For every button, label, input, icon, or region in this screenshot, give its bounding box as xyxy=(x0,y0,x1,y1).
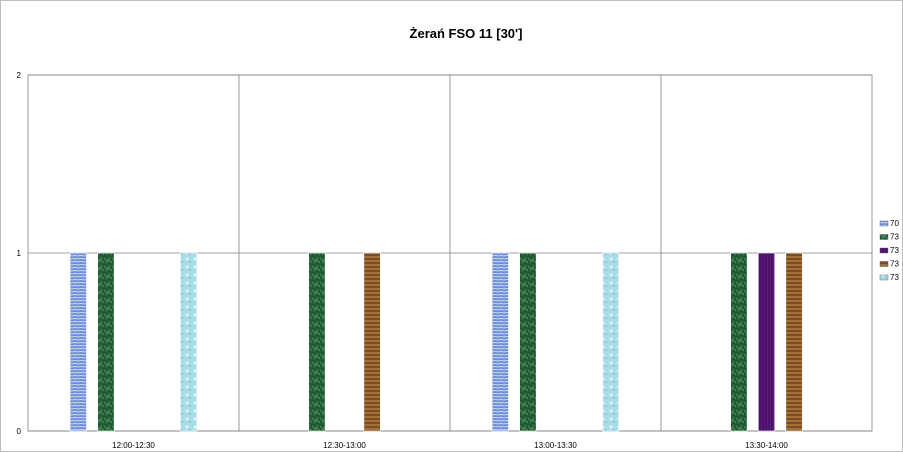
legend: 70 73 73 73 73 xyxy=(879,219,899,282)
bar xyxy=(602,252,620,432)
legend-swatch xyxy=(879,220,889,227)
plot-area: 0 1 2 12:00-12:30 12:30-13:00 13:00-13:30 13:3… xyxy=(17,71,873,450)
chart-title: Żerań FSO 11 [30'] xyxy=(410,26,523,41)
legend-swatch xyxy=(879,274,889,281)
legend-label: 73 xyxy=(890,233,899,242)
bar xyxy=(308,252,326,432)
x-tick-label: 12:30-13:00 xyxy=(323,441,366,450)
x-tick-label: 13:00-13:30 xyxy=(534,441,577,450)
legend-swatch xyxy=(879,234,889,240)
legend-label: 73 xyxy=(890,246,899,255)
legend-label: 73 xyxy=(890,273,899,282)
bar xyxy=(363,252,381,432)
bar xyxy=(757,252,776,432)
bar xyxy=(97,252,115,432)
bar xyxy=(519,252,537,432)
x-tick-label: 12:00-12:30 xyxy=(112,441,155,450)
y-tick-label: 0 xyxy=(17,427,22,436)
bar xyxy=(69,252,87,432)
bar xyxy=(730,252,748,432)
legend-label: 70 xyxy=(890,219,899,228)
x-tick-label: 13:30-14:00 xyxy=(745,441,788,450)
legend-label: 73 xyxy=(890,260,899,269)
legend-swatch xyxy=(879,261,889,267)
legend-swatch xyxy=(879,247,889,254)
y-tick-label: 1 xyxy=(17,249,22,258)
bar xyxy=(491,252,509,432)
y-tick-label: 2 xyxy=(17,71,22,80)
bar xyxy=(180,252,198,432)
bar xyxy=(785,252,803,432)
